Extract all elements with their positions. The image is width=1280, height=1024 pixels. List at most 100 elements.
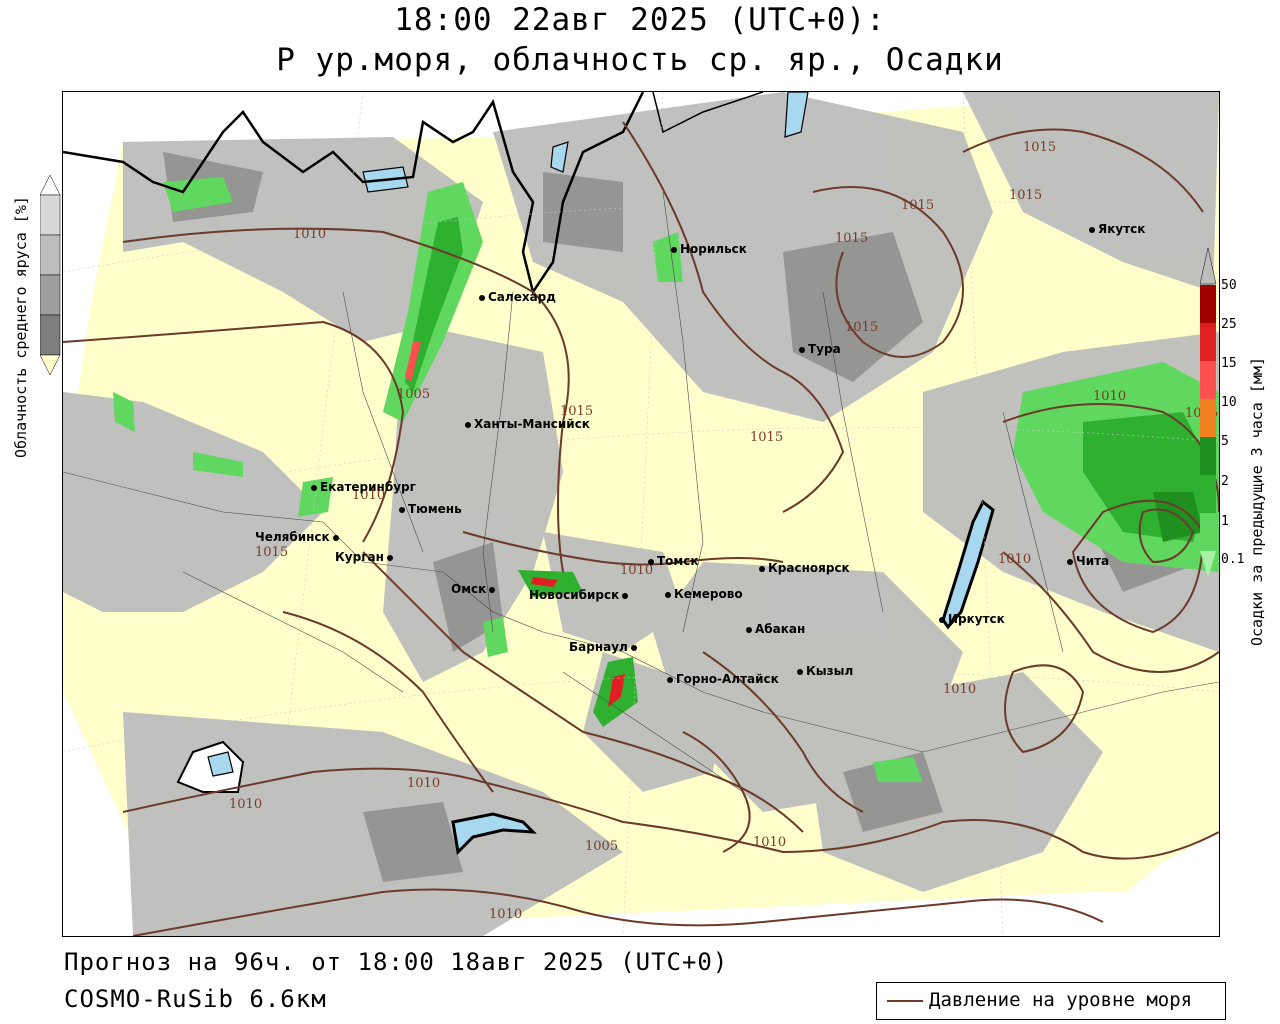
isobar-label: 1010 [1093,389,1127,404]
precip-scale-label: Осадки за предыдущие 3 часа [мм] [1248,357,1266,646]
city-name: Курган [335,550,384,564]
map-subtitle: P ур.моря, облачность ср. яр., Осадки [276,42,1004,78]
city-name: Тюмень [408,502,462,516]
city-marker [939,616,945,623]
city-name: Абакан [755,622,806,636]
precip-tick: 10 [1221,395,1237,410]
precip-tick: 1 [1221,514,1229,529]
city-label: Тура [799,342,841,356]
city-label: Тюмень [399,502,462,516]
city-label: Челябинск [255,530,342,544]
isobar-label: 1010 [753,835,787,850]
city-marker [746,626,752,633]
city-label: Норильск [671,242,747,256]
city-marker [671,246,677,253]
forecast-map: 1015 1015 1015 1015 1010 1005 1015 1015 … [62,91,1220,937]
city-label: Екатеринбург [311,480,416,494]
isobar-label: 1010 [293,227,327,242]
city-marker [332,534,339,541]
city-label: Курган [335,550,396,564]
city-name: Барнаул [569,640,628,654]
city-name: Горно-Алтайск [676,672,779,686]
city-label: Красноярск [759,561,850,575]
city-marker [759,565,765,572]
city-label: Чита [1067,554,1109,568]
city-name: Кызыл [806,664,854,678]
precip-scale-bar [1200,248,1217,578]
pressure-legend-swatch [887,1000,923,1002]
map-canvas [63,92,1219,936]
city-label: Омск [451,582,498,596]
city-name: Новосибирск [529,588,620,602]
city-marker [622,592,629,599]
city-marker [489,586,496,593]
isobar-label: 1005 [585,839,619,854]
city-label: Салехард [479,290,556,304]
pressure-legend: Давление на уровне моря [876,982,1226,1020]
city-name: Кемерово [674,587,743,601]
city-name: Норильск [680,242,747,256]
precip-tick: 15 [1221,356,1237,371]
precip-tick: 0.1 [1221,552,1245,567]
isobar-label: 1015 [835,231,869,246]
isobar-label: 1010 [943,682,977,697]
city-marker [386,554,393,561]
city-marker [1089,226,1095,233]
isobar-label: 1015 [1023,140,1057,155]
isobar-label: 1015 [750,430,784,445]
isobar-label: 1010 [407,776,441,791]
isobar-label: 1010 [998,552,1032,567]
isobar-label: 1015 [845,320,879,335]
pressure-legend-label: Давление на уровне моря [929,989,1193,1011]
cloud-scale-label: Облачность среднего яруса [%] [12,196,30,458]
city-marker [648,558,654,565]
city-marker [630,644,637,651]
city-label: Абакан [746,622,805,636]
city-label: Кемерово [665,587,743,601]
isobar-label: 1015 [560,404,594,419]
city-name: Салехард [488,290,556,304]
city-label: Якутск [1089,222,1145,236]
isobar-label: 1015 [255,545,289,560]
forecast-info: Прогноз на 96ч. от 18:00 18авг 2025 (UTC… [64,948,729,976]
isobar-label: 1010 [620,563,654,578]
isobar-label: 1015 [901,198,935,213]
cloud-scale-bar [40,175,61,376]
city-marker [667,676,673,683]
isobar-label: 1010 [352,488,386,503]
city-marker [399,506,405,513]
city-name: Чита [1076,554,1110,568]
isobar-label: 1015 [1009,188,1043,203]
city-name: Якутск [1098,222,1146,236]
precip-tick: 25 [1221,317,1237,332]
city-marker [465,421,471,428]
city-marker [797,668,803,675]
city-label: Горно-Алтайск [667,672,779,686]
city-label: Барнаул [569,640,640,654]
city-name: Ханты-Мансийск [474,417,590,431]
model-name: COSMO-RuSib 6.6км [64,985,327,1013]
city-marker [1067,558,1073,565]
city-marker [311,484,317,491]
city-marker [799,346,805,353]
isobar-label: 1005 [397,387,431,402]
precip-tick: 50 [1221,278,1237,293]
city-label: Иркутск [939,612,1005,626]
precip-tick: 2 [1221,474,1229,489]
city-name: Иркутск [948,612,1005,626]
city-label: Томск [648,554,699,568]
map-title: 18:00 22авг 2025 (UTC+0): [394,2,886,38]
city-label: Кызыл [797,664,853,678]
city-label: Новосибирск [529,588,631,602]
isobar-label: 1010 [489,907,523,922]
city-name: Томск [657,554,699,568]
precip-tick: 5 [1221,434,1229,449]
isobar-label: 1010 [229,797,263,812]
city-marker [479,294,485,301]
city-name: Красноярск [768,561,850,575]
city-name: Омск [451,582,487,596]
city-name: Челябинск [255,530,330,544]
city-name: Екатеринбург [320,480,416,494]
city-name: Тура [808,342,841,356]
city-label: Ханты-Мансийск [465,417,590,431]
